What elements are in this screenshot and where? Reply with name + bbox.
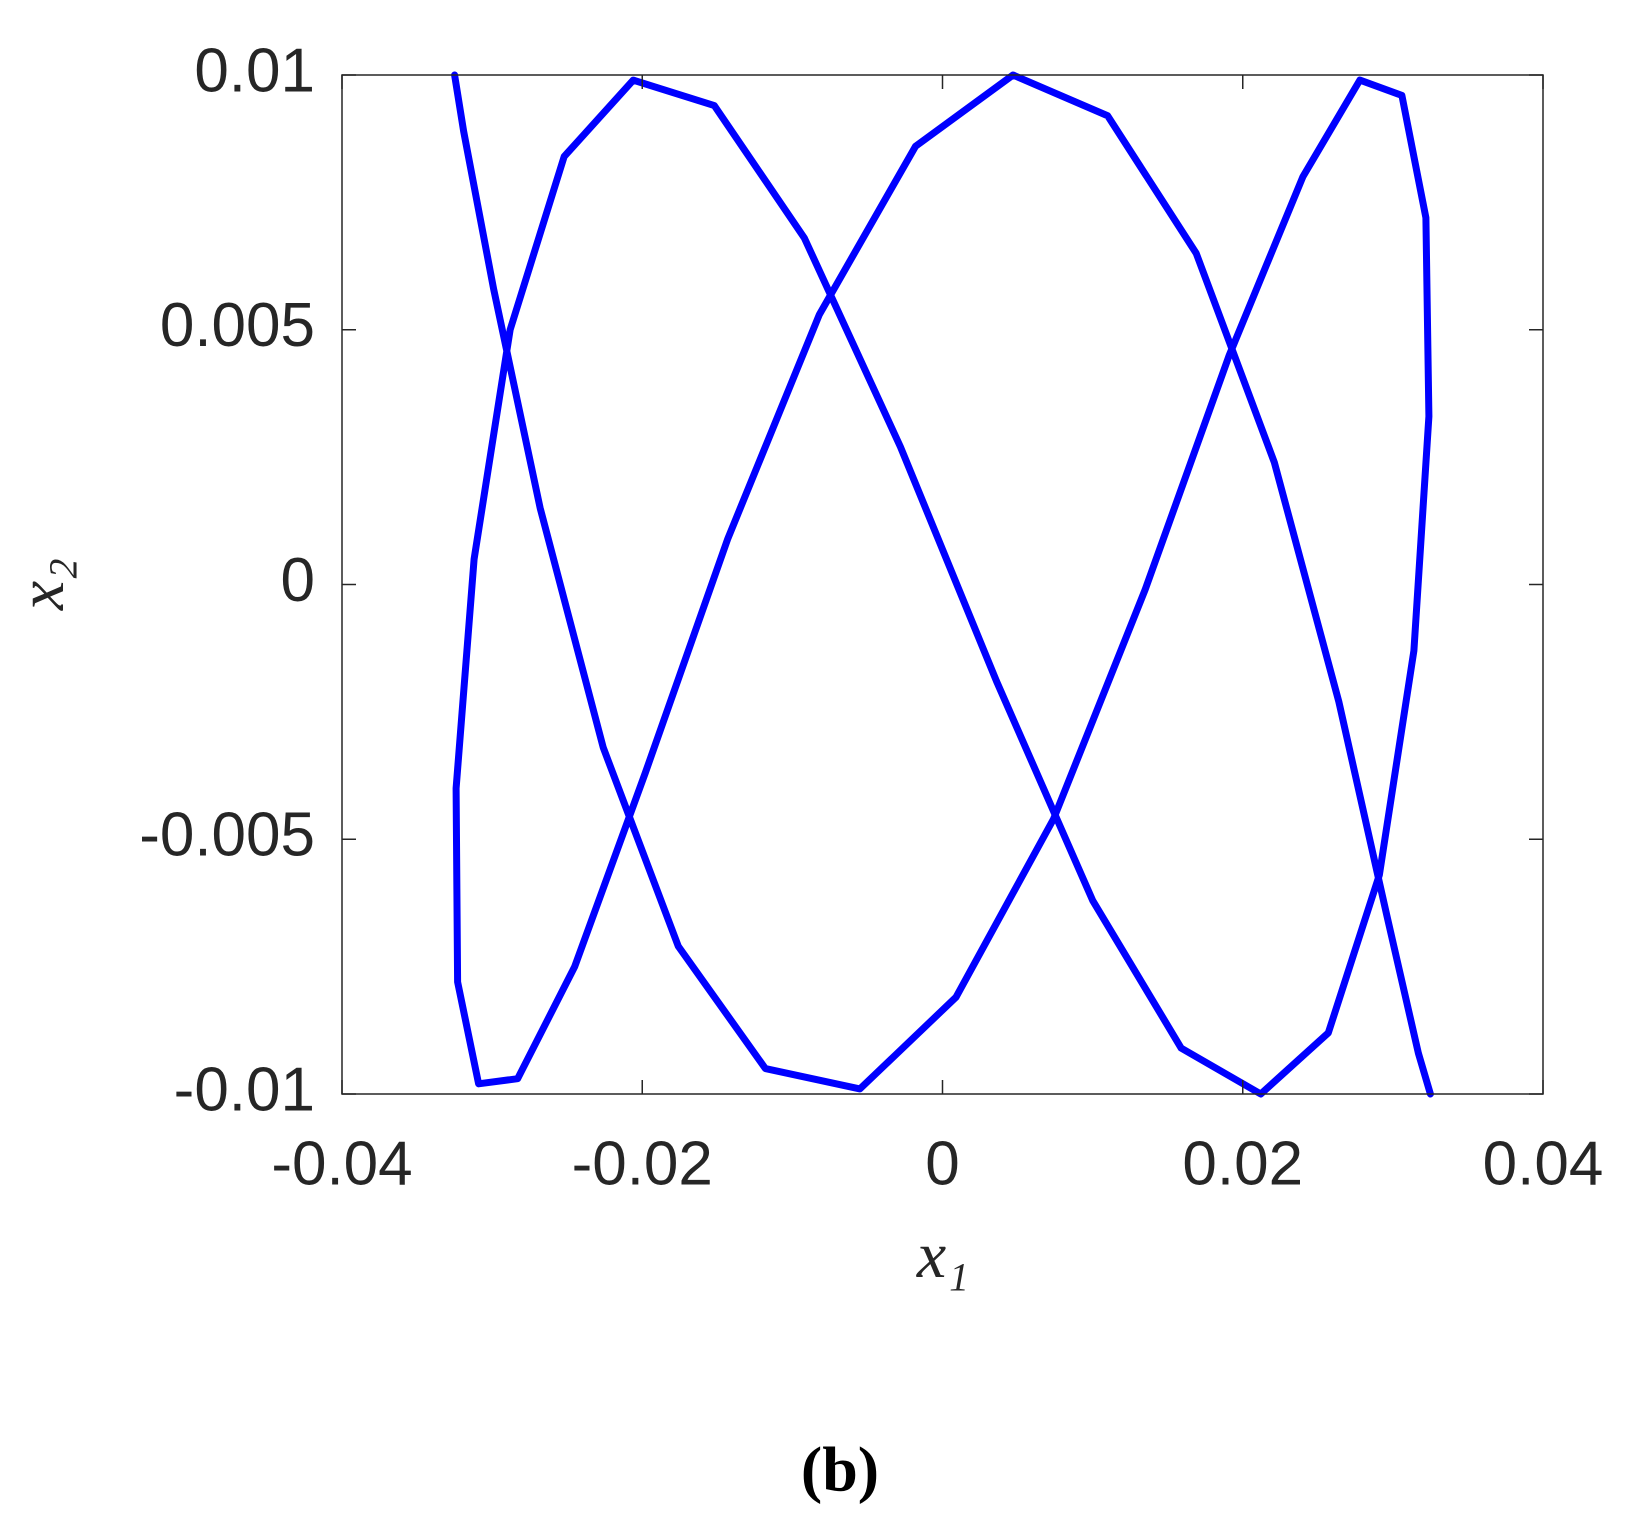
y-tick-label: -0.005	[139, 801, 315, 870]
x-axis-label: x₁	[916, 1219, 969, 1292]
x-tick-label: -0.04	[271, 1129, 412, 1198]
y-tick-label: 0.005	[160, 291, 315, 360]
caption: (b)	[801, 1434, 879, 1505]
data-line	[451, 71, 1434, 1098]
x-tick-label: 0.02	[1182, 1129, 1303, 1198]
y-axis-label: x₂	[5, 558, 78, 611]
y-tick-label: 0	[281, 546, 315, 615]
x-tick-label: -0.02	[572, 1129, 713, 1198]
y-tick-label: -0.01	[174, 1055, 315, 1124]
x-tick-label: 0	[925, 1129, 959, 1198]
y-tick-label: 0.01	[194, 36, 315, 105]
plot-frame	[341, 74, 1544, 1095]
x-tick-label: 0.04	[1483, 1129, 1604, 1198]
